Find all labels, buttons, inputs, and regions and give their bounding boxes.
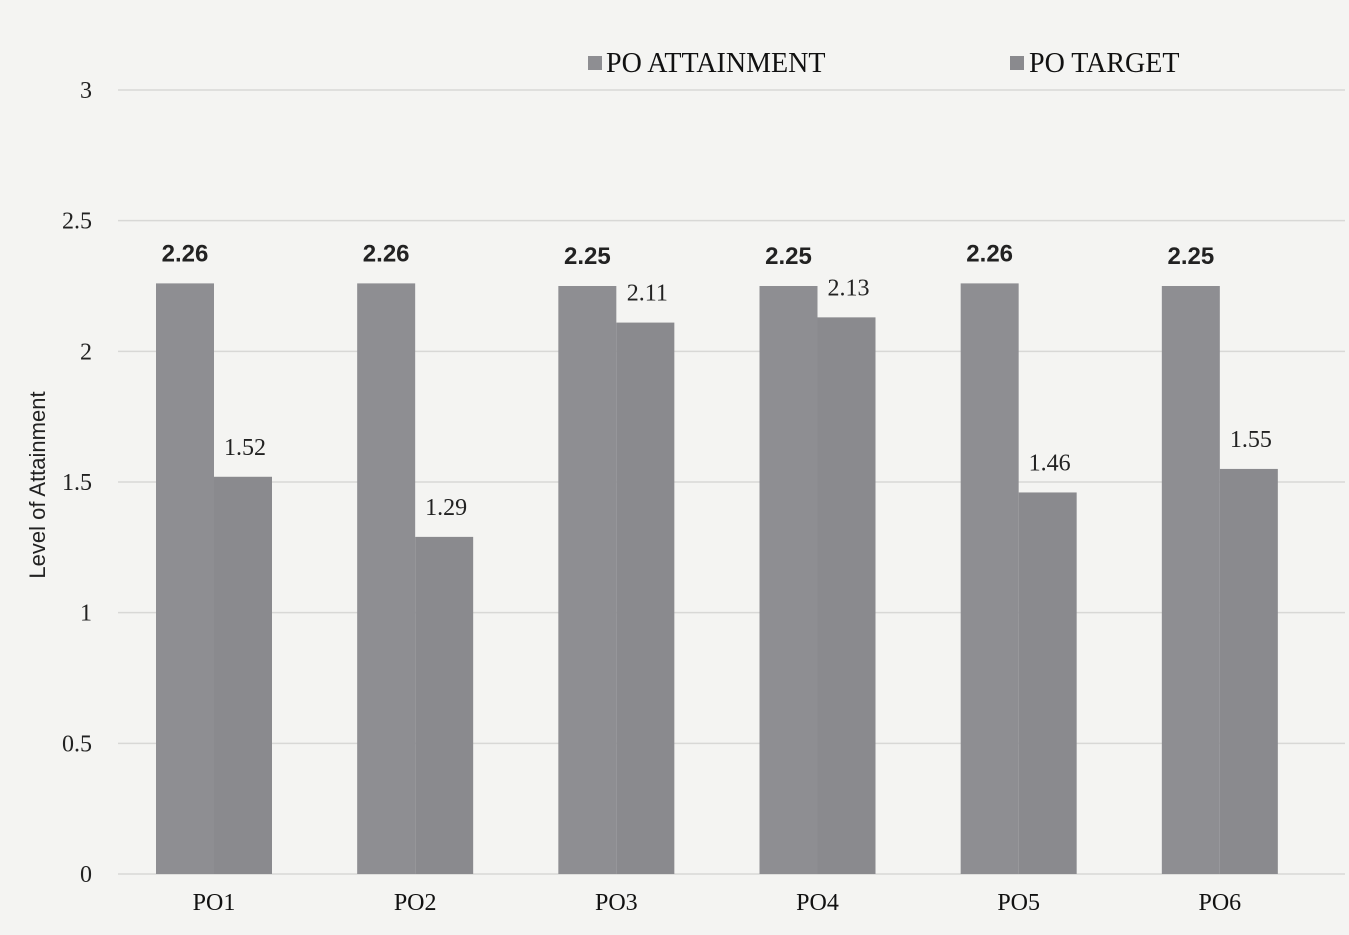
y-tick-label: 1 <box>80 601 92 627</box>
bar-po6-attainment <box>1161 286 1220 874</box>
x-axis-ticks: PO1 PO2 PO3 PO4 PO5 PO6 <box>193 890 1242 916</box>
bar-po1-attainment <box>156 283 214 874</box>
data-label-po5-attainment: 2.26 <box>966 240 1013 267</box>
data-label-po5-target: 1.46 <box>1029 450 1071 476</box>
legend-label-po-target: PO TARGET <box>1029 48 1179 79</box>
legend: PO ATTAINMENT PO TARGET <box>588 48 1179 79</box>
x-tick-label: PO4 <box>796 890 839 916</box>
x-tick-label: PO5 <box>997 890 1040 916</box>
bar-po4-attainment <box>759 286 818 874</box>
bar-po4-target <box>817 317 876 874</box>
y-tick-label: 0.5 <box>62 731 92 757</box>
y-axis-label: Level of Attainment <box>25 391 50 578</box>
bar-po1-target <box>214 476 272 874</box>
data-label-po6-attainment: 2.25 <box>1167 243 1214 270</box>
gridlines <box>118 89 1345 875</box>
bar-po3-target <box>616 322 675 874</box>
x-tick-label: PO6 <box>1198 890 1241 916</box>
bar-po2-attainment <box>357 283 416 874</box>
data-label-po1-target: 1.52 <box>224 435 266 461</box>
data-label-po3-attainment: 2.25 <box>564 243 611 270</box>
legend-swatch-po-target <box>1010 56 1024 70</box>
data-label-po4-target: 2.13 <box>828 275 870 301</box>
data-labels: 2.26 1.52 2.26 1.29 2.25 2.11 2.25 2.13 2.26 1.46… <box>162 240 1272 520</box>
bar-po3-attainment <box>558 286 617 874</box>
x-tick-label: PO3 <box>595 890 638 916</box>
legend-label-po-attainment: PO ATTAINMENT <box>606 48 825 79</box>
data-label-po4-attainment: 2.25 <box>765 243 812 270</box>
data-label-po2-attainment: 2.26 <box>363 240 410 267</box>
data-label-po2-target: 1.29 <box>425 495 467 521</box>
bar-po5-attainment <box>960 283 1019 874</box>
y-tick-label: 1.5 <box>62 470 92 496</box>
x-tick-label: PO2 <box>394 890 437 916</box>
data-label-po6-target: 1.55 <box>1230 427 1272 453</box>
bar-po6-target <box>1219 468 1278 874</box>
y-tick-label: 2.5 <box>62 209 92 235</box>
y-axis-ticks: 0 0.5 1 1.5 2 2.5 3 <box>62 78 92 888</box>
y-tick-label: 3 <box>80 78 92 104</box>
y-tick-label: 2 <box>80 339 92 365</box>
bar-po5-target <box>1018 492 1077 874</box>
legend-swatch-po-attainment <box>588 56 602 70</box>
x-tick-label: PO1 <box>193 890 236 916</box>
y-tick-label: 0 <box>80 862 92 888</box>
data-label-po1-attainment: 2.26 <box>162 240 209 267</box>
data-label-po3-target: 2.11 <box>627 281 668 307</box>
bar-po2-target <box>415 536 474 874</box>
bars <box>156 283 1278 874</box>
